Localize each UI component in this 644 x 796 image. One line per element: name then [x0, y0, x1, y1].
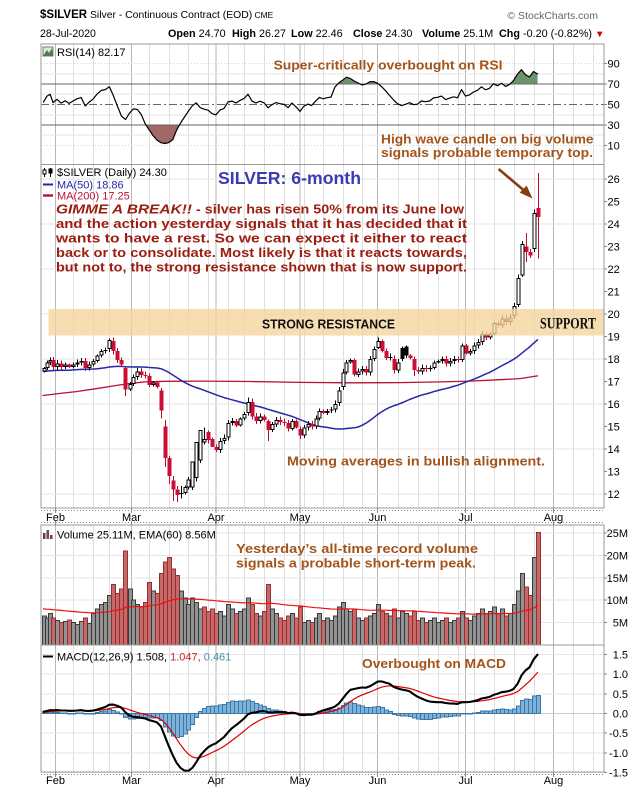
svg-text:Apr: Apr	[207, 775, 224, 787]
svg-text:-1.0: -1.0	[609, 748, 628, 760]
svg-text:24: 24	[608, 219, 620, 231]
svg-text:Mar: Mar	[122, 512, 141, 524]
svg-text:back or to consolidate. Most l: back or to consolidate. Most likely is t…	[56, 245, 467, 260]
svg-text:Super-critically overbought on: Super-critically overbought on RSI	[274, 58, 503, 73]
svg-text:and the action yesterday signa: and the action yesterday signals that it…	[56, 216, 468, 231]
svg-text:50: 50	[608, 100, 620, 112]
svg-text:Mar: Mar	[122, 775, 141, 787]
svg-text:Jun: Jun	[369, 775, 387, 787]
svg-text:GIMME A BREAK!! - silver has r: GIMME A BREAK!! - silver has risen 50% f…	[56, 202, 465, 217]
svg-text:0.5: 0.5	[613, 689, 628, 701]
svg-text:20: 20	[608, 309, 620, 321]
svg-text:SUPPORT: SUPPORT	[540, 316, 597, 333]
svg-text:Volume 25.11M, EMA(60) 8.56M: Volume 25.11M, EMA(60) 8.56M	[57, 530, 216, 542]
svg-text:May: May	[290, 512, 311, 524]
svg-text:20M: 20M	[607, 550, 628, 562]
svg-text:23: 23	[608, 242, 620, 254]
svg-text:Moving averages in bullish ali: Moving averages in bullish alignment.	[287, 454, 545, 469]
svg-text:Jul: Jul	[458, 775, 472, 787]
svg-text:19: 19	[608, 332, 620, 344]
svg-text:Aug: Aug	[544, 775, 564, 787]
svg-text:Feb: Feb	[46, 775, 65, 787]
svg-text:15: 15	[608, 422, 620, 434]
svg-text:30: 30	[608, 120, 620, 132]
svg-text:5M: 5M	[613, 618, 628, 630]
svg-text:10M: 10M	[607, 595, 628, 607]
svg-text:SILVER: 6-month: SILVER: 6-month	[218, 168, 361, 188]
svg-text:-0.5: -0.5	[609, 728, 628, 740]
svg-text:13: 13	[608, 467, 620, 479]
svg-text:1.5: 1.5	[613, 649, 628, 661]
svg-text:18: 18	[608, 354, 620, 366]
svg-text:90: 90	[608, 59, 620, 71]
svg-text:1.0: 1.0	[613, 669, 628, 681]
svg-text:$SILVER (Daily) 24.30: $SILVER (Daily) 24.30	[57, 167, 167, 179]
svg-text:10: 10	[608, 141, 620, 153]
svg-text:MACD(12,26,9) 1.508, 1.047, 0.: MACD(12,26,9) 1.508, 1.047, 0.461	[57, 652, 231, 664]
svg-text:70: 70	[608, 79, 620, 91]
svg-text:May: May	[290, 775, 311, 787]
svg-text:14: 14	[608, 444, 620, 456]
svg-text:16: 16	[608, 399, 620, 411]
svg-text:Apr: Apr	[207, 512, 224, 524]
svg-text:22: 22	[608, 264, 620, 276]
svg-text:26: 26	[608, 174, 620, 186]
svg-text:0.0: 0.0	[613, 709, 628, 721]
svg-text:signals a probable short-term: signals a probable short-term peak.	[236, 556, 476, 571]
svg-text:21: 21	[608, 287, 620, 299]
svg-text:Jun: Jun	[369, 512, 387, 524]
svg-text:STRONG RESISTANCE: STRONG RESISTANCE	[262, 317, 395, 332]
svg-text:High wave candle on big volume: High wave candle on big volume	[381, 132, 594, 147]
svg-text:MA(50) 18.86: MA(50) 18.86	[57, 180, 124, 192]
svg-text:Jul: Jul	[458, 512, 472, 524]
svg-text:25: 25	[608, 197, 620, 209]
svg-text:12: 12	[608, 489, 620, 501]
svg-text:Feb: Feb	[46, 512, 65, 524]
svg-text:signals probable temporary top: signals probable temporary top.	[381, 145, 593, 160]
svg-text:17: 17	[608, 377, 620, 389]
svg-text:Yesterday’s all-time record vo: Yesterday’s all-time record volume	[236, 541, 478, 556]
svg-text:RSI(14) 82.17: RSI(14) 82.17	[57, 47, 125, 59]
svg-text:Overbought on MACD: Overbought on MACD	[362, 656, 506, 671]
svg-text:but not to, the strong resista: but not to, the strong resistance shown …	[56, 260, 467, 275]
svg-text:wants to have a rest. So we ca: wants to have a rest. So we can expect i…	[55, 231, 468, 246]
svg-text:MA(200) 17.25: MA(200) 17.25	[57, 191, 130, 203]
svg-text:Aug: Aug	[544, 512, 564, 524]
svg-text:25M: 25M	[607, 528, 628, 540]
svg-text:15M: 15M	[607, 573, 628, 585]
svg-text:-1.5: -1.5	[609, 768, 628, 780]
